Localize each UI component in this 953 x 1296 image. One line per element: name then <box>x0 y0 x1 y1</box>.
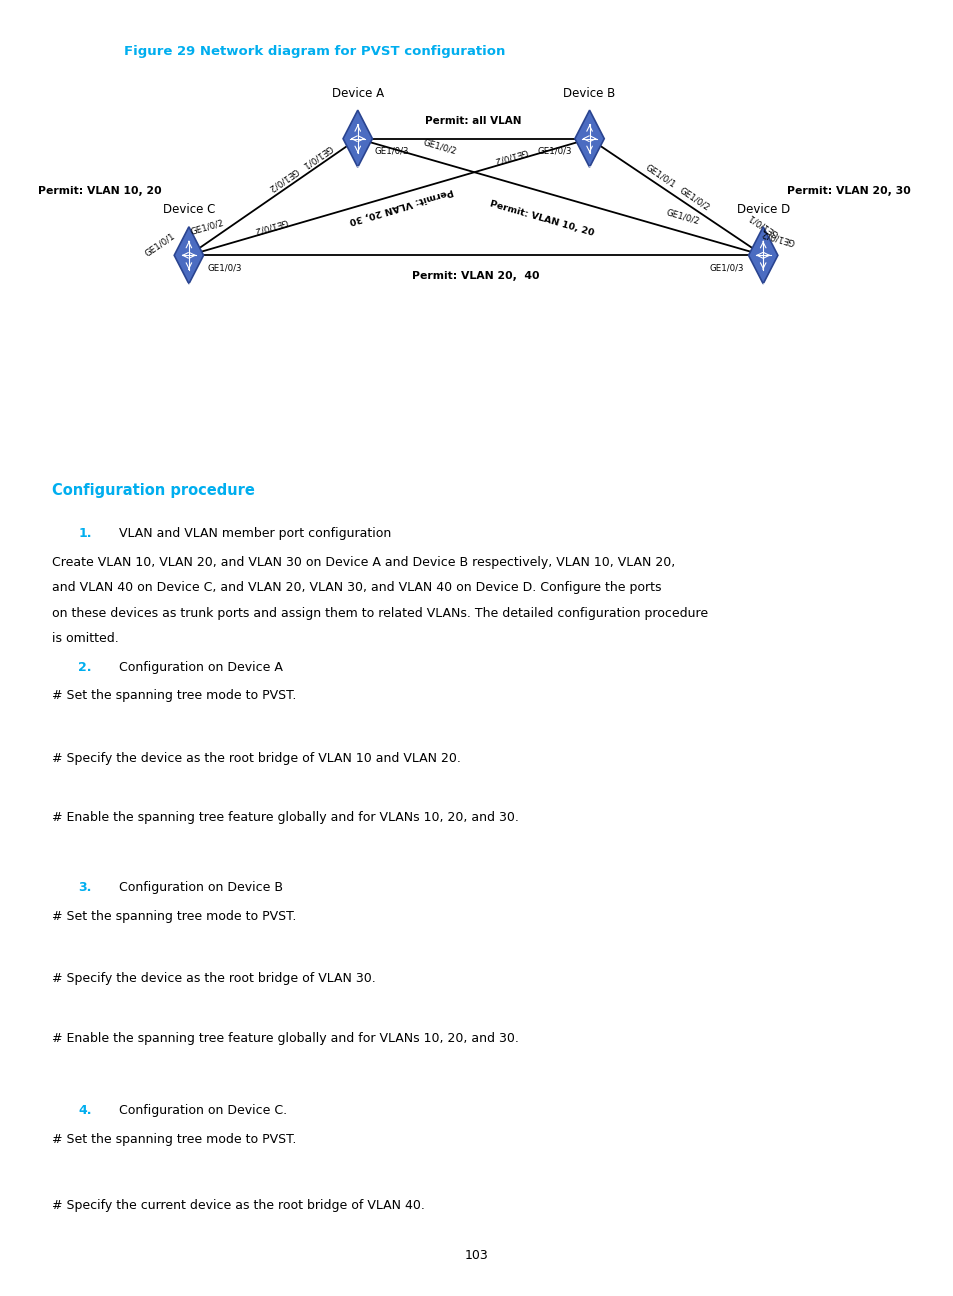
Text: Permit: VLAN 20,  40: Permit: VLAN 20, 40 <box>412 271 539 281</box>
Text: 103: 103 <box>465 1249 488 1262</box>
Text: GE1/0/2: GE1/0/2 <box>266 166 299 193</box>
Text: # Set the spanning tree mode to PVST.: # Set the spanning tree mode to PVST. <box>52 910 296 923</box>
Text: 3.: 3. <box>78 881 91 894</box>
Text: Device C: Device C <box>163 203 214 216</box>
Text: and VLAN 40 on Device C, and VLAN 20, VLAN 30, and VLAN 40 on Device D. Configur: and VLAN 40 on Device C, and VLAN 20, VL… <box>52 581 661 595</box>
Text: Permit: VLAN 20, 30: Permit: VLAN 20, 30 <box>347 187 454 226</box>
Text: GE1/0/2: GE1/0/2 <box>493 146 528 165</box>
Text: Device D: Device D <box>736 203 789 216</box>
Polygon shape <box>174 227 203 284</box>
Text: is omitted.: is omitted. <box>52 632 119 645</box>
Text: 1.: 1. <box>78 527 91 540</box>
Text: VLAN and VLAN member port configuration: VLAN and VLAN member port configuration <box>119 527 391 540</box>
Text: GE1/0/2: GE1/0/2 <box>678 185 711 213</box>
Polygon shape <box>748 227 777 284</box>
Text: # Set the spanning tree mode to PVST.: # Set the spanning tree mode to PVST. <box>52 1133 296 1146</box>
Text: Permit: VLAN 10, 20: Permit: VLAN 10, 20 <box>488 200 594 237</box>
Text: GE1/0/1: GE1/0/1 <box>144 231 177 258</box>
Text: Configuration on Device A: Configuration on Device A <box>119 661 283 674</box>
Polygon shape <box>343 110 372 167</box>
Text: Permit: VLAN 20, 30: Permit: VLAN 20, 30 <box>786 185 910 196</box>
Text: Configuration on Device C.: Configuration on Device C. <box>119 1104 287 1117</box>
Text: on these devices as trunk ports and assign them to related VLANs. The detailed c: on these devices as trunk ports and assi… <box>52 607 708 619</box>
Text: Permit: VLAN 10, 20: Permit: VLAN 10, 20 <box>38 185 162 196</box>
Text: Create VLAN 10, VLAN 20, and VLAN 30 on Device A and Device B respectively, VLAN: Create VLAN 10, VLAN 20, and VLAN 30 on … <box>52 556 675 569</box>
Text: GE1/0/3: GE1/0/3 <box>709 263 743 272</box>
Text: SWITCH: SWITCH <box>754 283 771 288</box>
Text: GE1/0/1: GE1/0/1 <box>300 143 334 170</box>
Text: Permit: all VLAN: Permit: all VLAN <box>425 115 521 126</box>
Text: # Enable the spanning tree feature globally and for VLANs 10, 20, and 30.: # Enable the spanning tree feature globa… <box>52 811 518 824</box>
Text: # Specify the current device as the root bridge of VLAN 40.: # Specify the current device as the root… <box>52 1199 425 1212</box>
Text: # Enable the spanning tree feature globally and for VLANs 10, 20, and 30.: # Enable the spanning tree feature globa… <box>52 1032 518 1045</box>
Text: GE1/0/2: GE1/0/2 <box>665 209 700 227</box>
Text: Device B: Device B <box>563 87 615 100</box>
Text: 2.: 2. <box>78 661 91 674</box>
Text: Configuration procedure: Configuration procedure <box>52 483 255 499</box>
Polygon shape <box>575 110 603 167</box>
Text: Device A: Device A <box>332 87 383 100</box>
Text: Figure 29 Network diagram for PVST configuration: Figure 29 Network diagram for PVST confi… <box>124 45 505 58</box>
Text: # Specify the device as the root bridge of VLAN 10 and VLAN 20.: # Specify the device as the root bridge … <box>52 752 461 765</box>
Text: Configuration on Device B: Configuration on Device B <box>119 881 283 894</box>
Text: GE1/0/1: GE1/0/1 <box>745 211 780 238</box>
Text: SWITCH: SWITCH <box>180 283 197 288</box>
Text: GE1/0/2: GE1/0/2 <box>422 139 457 157</box>
Text: GE1/0/2: GE1/0/2 <box>760 228 795 246</box>
Text: GE1/0/2: GE1/0/2 <box>253 216 288 235</box>
Text: 4.: 4. <box>78 1104 91 1117</box>
Text: GE1/0/3: GE1/0/3 <box>375 146 409 156</box>
Text: GE1/0/3: GE1/0/3 <box>537 146 572 156</box>
Text: GE1/0/2: GE1/0/2 <box>190 218 225 236</box>
Text: SWITCH: SWITCH <box>580 166 598 171</box>
Text: SWITCH: SWITCH <box>349 166 366 171</box>
Text: GE1/0/3: GE1/0/3 <box>208 263 242 272</box>
Text: # Specify the device as the root bridge of VLAN 30.: # Specify the device as the root bridge … <box>52 972 375 985</box>
Text: GE1/0/1: GE1/0/1 <box>642 162 677 189</box>
Text: # Set the spanning tree mode to PVST.: # Set the spanning tree mode to PVST. <box>52 689 296 702</box>
